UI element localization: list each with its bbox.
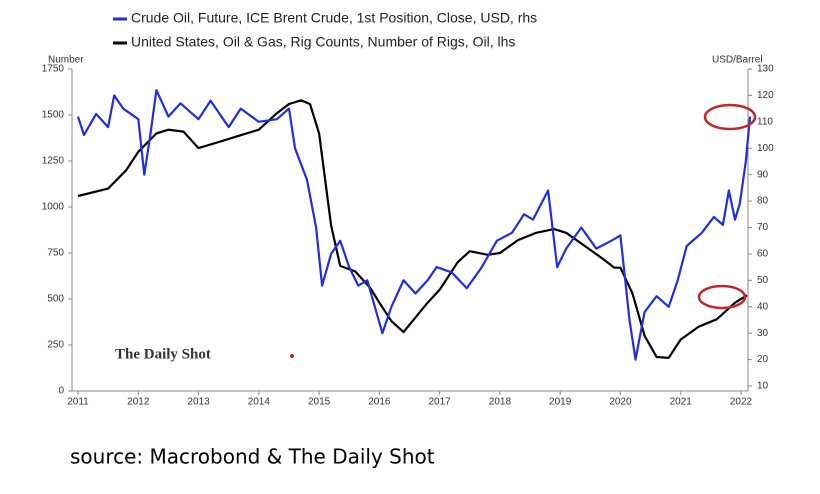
x-tick-label: 2012 (127, 397, 150, 408)
y2-tick-label: 100 (757, 143, 774, 154)
x-tick-label: 2016 (368, 397, 391, 408)
series-line (77, 99, 748, 359)
legend-label: United States, Oil & Gas, Rig Counts, Nu… (131, 34, 515, 50)
y2-tick-label: 110 (757, 116, 773, 127)
x-tick-label: 2020 (609, 397, 632, 408)
y2-tick-label: 30 (757, 328, 769, 339)
y-tick-label: 1750 (42, 64, 65, 75)
y2-axis-label: USD/Barrel (712, 55, 763, 66)
y-tick-label: 1000 (42, 202, 65, 213)
y2-tick-label: 80 (757, 196, 769, 207)
highlight (703, 103, 757, 131)
x-tick-label: 2015 (308, 397, 331, 408)
x-tick-label: 2021 (670, 397, 693, 408)
series-line (76, 89, 752, 361)
y2-tick-label: 20 (757, 354, 769, 365)
x-tick-label: 2018 (489, 397, 512, 408)
y-tick-label: 1500 (42, 110, 65, 121)
x-tick-label: 2022 (730, 397, 753, 408)
y-axis-label: Number (48, 55, 84, 66)
y2-tick-label: 90 (757, 169, 769, 180)
y-tick-label: 750 (47, 248, 64, 259)
watermark: The Daily Shot (115, 346, 211, 362)
y2-tick-label: 130 (757, 64, 774, 75)
y2-tick-label: 50 (757, 275, 769, 286)
y2-tick-label: 120 (757, 90, 774, 101)
x-tick-label: 2013 (187, 397, 210, 408)
y-tick-label: 500 (47, 294, 64, 305)
y2-tick-label: 40 (757, 301, 769, 312)
x-tick-label: 2017 (429, 397, 452, 408)
legend-label: Crude Oil, Future, ICE Brent Crude, 1st … (131, 10, 537, 26)
x-tick-label: 2014 (248, 397, 271, 408)
watermark-dot (290, 354, 294, 358)
y2-tick-label: 60 (757, 249, 769, 260)
y2-tick-label: 70 (757, 222, 769, 233)
y-tick-label: 1250 (42, 156, 65, 167)
source: source: Macrobond & The Daily Shot (70, 445, 435, 469)
x-tick-label: 2011 (67, 397, 89, 408)
highlight (697, 284, 747, 310)
y-tick-label: 250 (47, 340, 64, 351)
x-tick-label: 2019 (549, 397, 572, 408)
y2-tick-label: 10 (757, 381, 769, 392)
y-tick-label: 0 (58, 386, 64, 397)
